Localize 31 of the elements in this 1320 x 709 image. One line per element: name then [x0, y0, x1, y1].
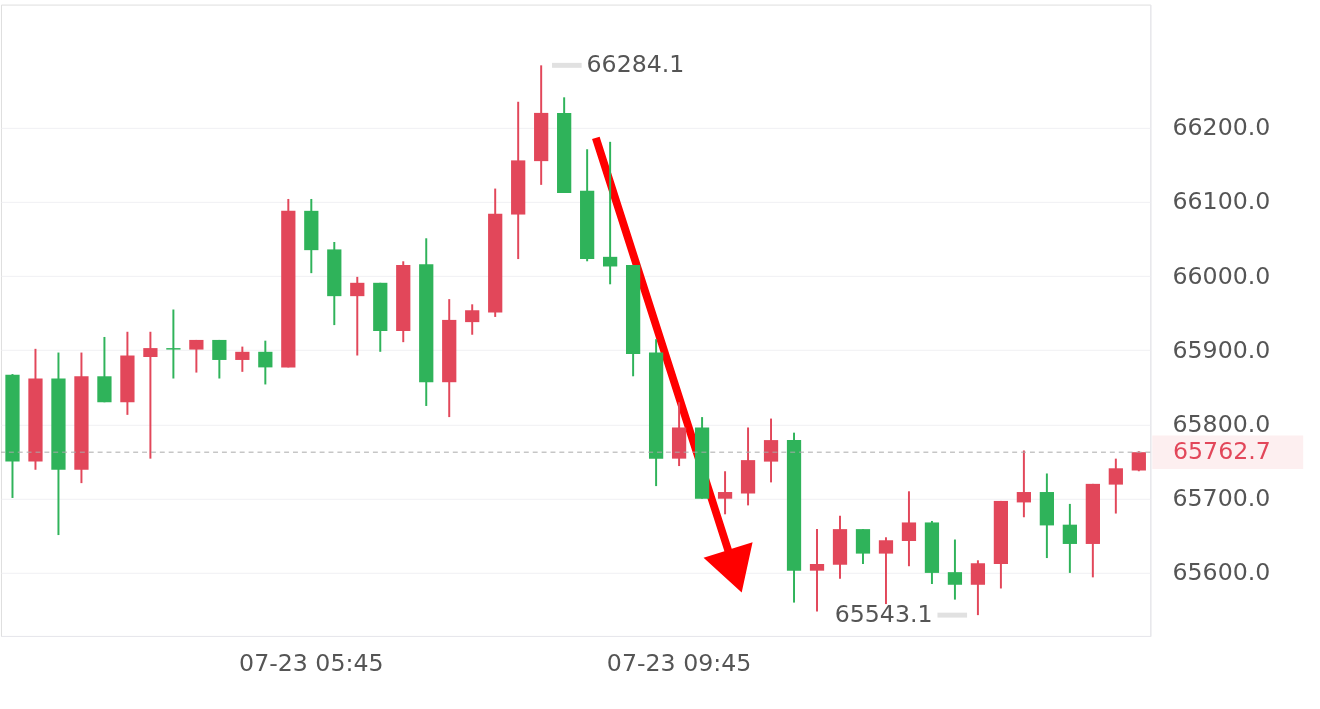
candlestick [878, 536, 894, 606]
y-tick-label: 65800.0 [1172, 409, 1271, 438]
candlestick [166, 308, 181, 380]
candlestick [258, 339, 273, 386]
y-tick-label: 65700.0 [1172, 484, 1271, 513]
candlestick [970, 559, 986, 617]
candlestick [235, 345, 250, 373]
x-tick-label: 07-23 09:45 [606, 648, 752, 677]
candlestick [189, 338, 204, 374]
y-tick-label: 65900.0 [1172, 335, 1271, 364]
y-tick-label: 65600.0 [1172, 558, 1271, 587]
candlestick [901, 490, 917, 568]
candlestick [1108, 457, 1123, 515]
candlestick [1016, 449, 1032, 519]
y-tick-label: 66100.0 [1172, 187, 1271, 216]
y-tick-label: 66200.0 [1172, 113, 1271, 142]
annotation: 65543.1 [834, 600, 933, 629]
candlestick [465, 303, 480, 336]
candlestick [717, 470, 733, 516]
candlestick [809, 528, 825, 613]
ref-line-label: 65762.7 [1173, 437, 1271, 466]
candlestick [212, 338, 227, 380]
candlestick [947, 538, 963, 601]
candlestick [1062, 502, 1077, 574]
candlestick [350, 275, 365, 357]
candlestick [763, 417, 779, 484]
y-tick-label: 66000.0 [1172, 261, 1271, 290]
candlestick [143, 330, 158, 460]
annotation: 66284.1 [586, 50, 685, 79]
candlestick [603, 140, 618, 286]
x-tick-label: 07-23 05:45 [239, 648, 384, 677]
